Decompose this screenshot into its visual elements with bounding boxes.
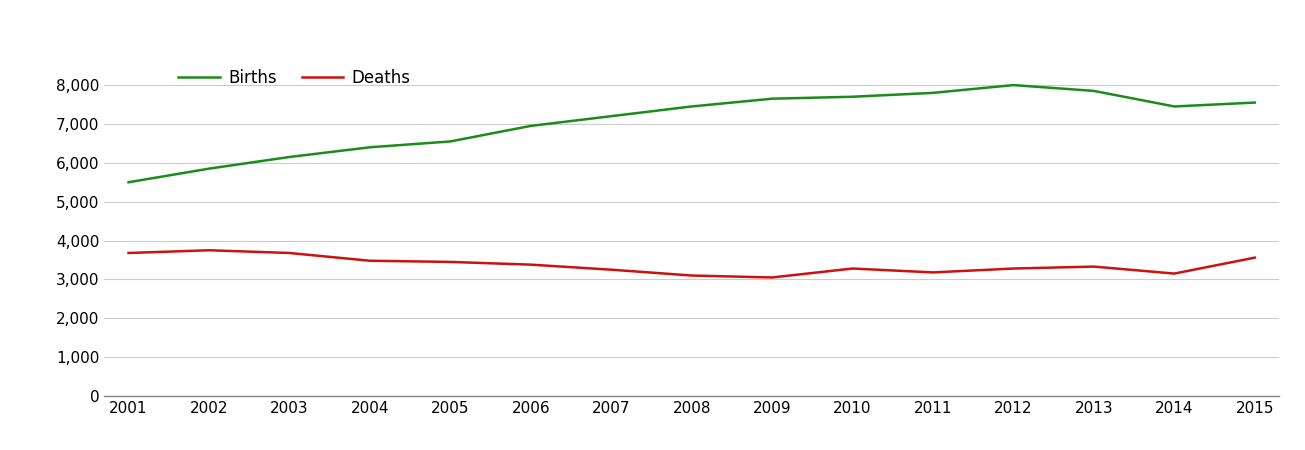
Deaths xyxy=(523,262,539,267)
Births xyxy=(603,113,619,119)
Line: Births: Births xyxy=(128,85,1255,182)
Deaths xyxy=(684,273,699,278)
Births xyxy=(442,139,458,144)
Line: Deaths: Deaths xyxy=(128,250,1255,278)
Deaths xyxy=(361,258,377,263)
Births xyxy=(1086,88,1101,94)
Deaths xyxy=(1086,264,1101,269)
Births xyxy=(361,144,377,150)
Births xyxy=(844,94,860,99)
Deaths xyxy=(844,266,860,271)
Births xyxy=(523,123,539,129)
Births xyxy=(1167,104,1182,109)
Births xyxy=(684,104,699,109)
Deaths xyxy=(442,259,458,265)
Deaths xyxy=(282,250,298,256)
Births xyxy=(201,166,217,171)
Deaths xyxy=(1167,271,1182,276)
Births xyxy=(1006,82,1022,88)
Deaths xyxy=(1248,255,1263,261)
Legend: Births, Deaths: Births, Deaths xyxy=(171,63,418,94)
Births xyxy=(925,90,941,95)
Births xyxy=(765,96,780,101)
Deaths xyxy=(925,270,941,275)
Births xyxy=(282,154,298,160)
Deaths xyxy=(765,275,780,280)
Births xyxy=(120,180,136,185)
Births xyxy=(1248,100,1263,105)
Deaths xyxy=(201,248,217,253)
Deaths xyxy=(1006,266,1022,271)
Deaths xyxy=(603,267,619,272)
Deaths xyxy=(120,250,136,256)
